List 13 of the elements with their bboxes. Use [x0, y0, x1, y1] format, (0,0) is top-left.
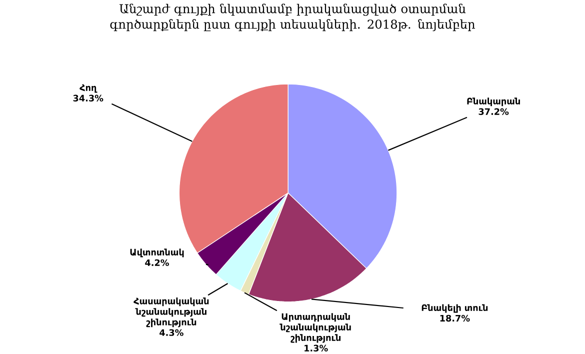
slice-label: Հող — [80, 84, 98, 93]
chart-title: Անշարժ գույքի նկատմամբ իրականացված օտարման գործարքներն ըստ գույքի տեսակների. 2018թ. նոյեմբեր — [110, 4, 476, 32]
data-label: 34.3% — [73, 94, 104, 102]
slice-label: Արտադրական նշանակության շինություն — [280, 313, 351, 343]
data-label: 18.7% — [440, 315, 470, 322]
slice-label: Ավտոտնակ — [130, 248, 184, 258]
data-label: 1.3% — [304, 344, 328, 352]
data-label: 37.2% — [478, 108, 509, 116]
data-label: 4.3% — [160, 329, 184, 336]
slice-label: Բնակարան — [467, 98, 520, 106]
data-label: 4.2% — [145, 259, 169, 266]
slice-label: Հասարակական նշանակության շինություն — [134, 298, 209, 328]
slice-label: Բնակելի տուն — [422, 304, 488, 313]
